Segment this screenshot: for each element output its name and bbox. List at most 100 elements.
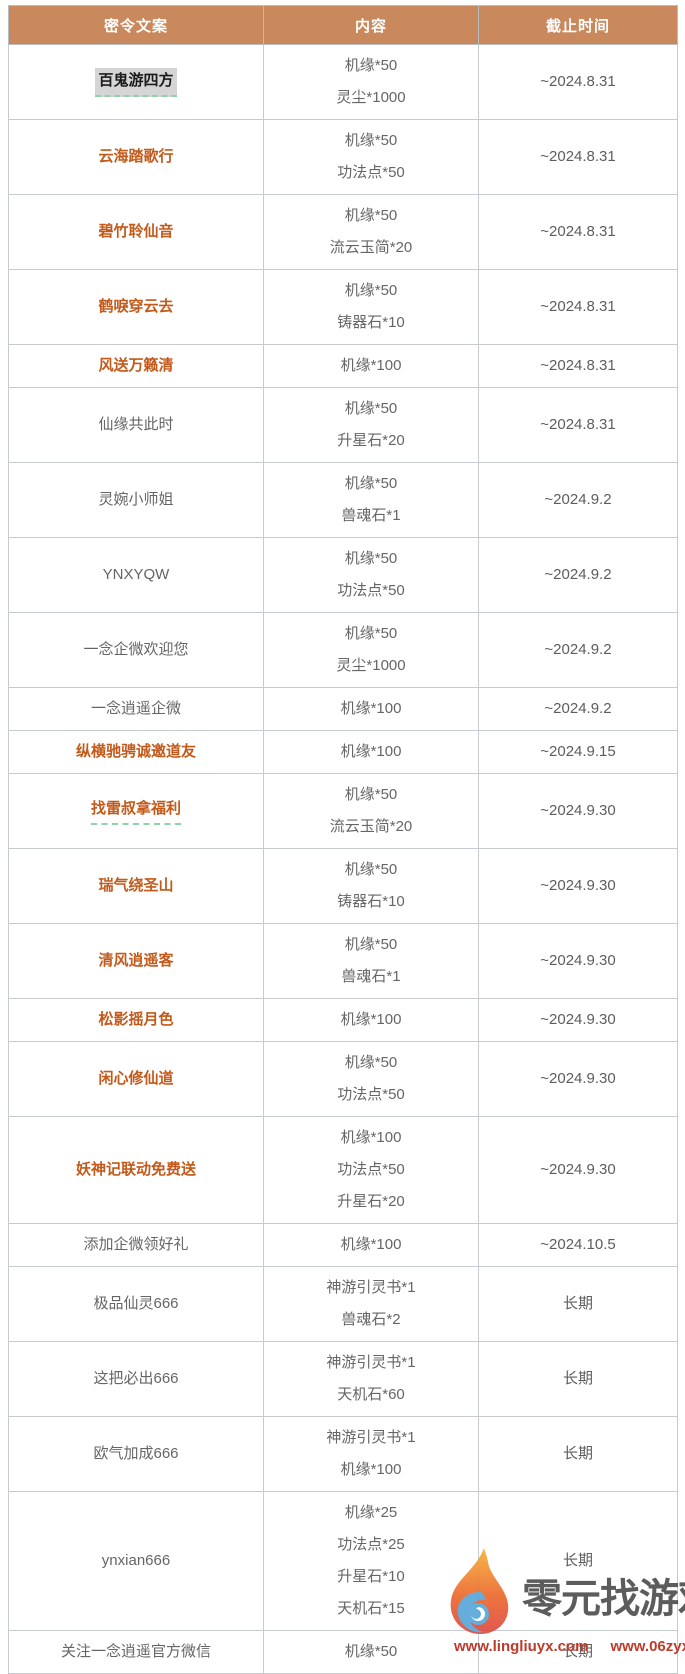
- code-cell: 鹤唳穿云去: [8, 269, 264, 345]
- table-row: 欧气加成666 神游引灵书*1 机缘*100 长期: [8, 1416, 678, 1492]
- reward-item: 机缘*100: [340, 1011, 402, 1028]
- reward-item: 机缘*25: [344, 1504, 398, 1521]
- table-row: 仙缘共此时 机缘*50 升星石*20 ~2024.8.31: [8, 387, 678, 463]
- content-cell: 机缘*100: [263, 730, 479, 774]
- code-text: 鹤唳穿云去: [98, 298, 174, 315]
- reward-item: 铸器石*10: [337, 314, 405, 331]
- reward-item: 灵尘*1000: [336, 89, 406, 106]
- table-row: 百鬼游四方 机缘*50 灵尘*1000 ~2024.8.31: [8, 44, 678, 120]
- deadline-text: ~2024.9.30: [540, 802, 616, 819]
- column-header-code: 密令文案: [8, 5, 264, 45]
- content-cell: 机缘*50 功法点*50: [263, 537, 479, 613]
- reward-item: 机缘*50: [344, 1643, 398, 1660]
- deadline-text: ~2024.9.2: [544, 700, 612, 717]
- content-cell: 机缘*50: [263, 1630, 479, 1674]
- reward-item: 升星石*10: [337, 1568, 405, 1585]
- reward-item: 兽魂石*1: [341, 968, 401, 985]
- deadline-cell: ~2024.9.2: [478, 462, 678, 538]
- table-row: 灵婉小师姐 机缘*50 兽魂石*1 ~2024.9.2: [8, 462, 678, 538]
- code-cell: 极品仙灵666: [8, 1266, 264, 1342]
- deadline-text: ~2024.8.31: [540, 298, 616, 315]
- code-cell: 关注一念逍遥官方微信: [8, 1630, 264, 1674]
- deadline-text: ~2024.9.2: [544, 641, 612, 658]
- table-row: 极品仙灵666 神游引灵书*1 兽魂石*2 长期: [8, 1266, 678, 1342]
- reward-item: 机缘*50: [344, 207, 398, 224]
- code-text: 仙缘共此时: [98, 416, 174, 433]
- deadline-text: ~2024.9.30: [540, 1070, 616, 1087]
- reward-item: 功法点*50: [337, 164, 405, 181]
- reward-item: 机缘*50: [344, 786, 398, 803]
- deadline-text: 长期: [562, 1552, 593, 1569]
- deadline-text: ~2024.9.30: [540, 1161, 616, 1178]
- code-cell: 妖神记联动免费送: [8, 1116, 264, 1224]
- table-row: 闲心修仙道 机缘*50 功法点*50 ~2024.9.30: [8, 1041, 678, 1117]
- reward-item: 天机石*15: [337, 1600, 405, 1617]
- table-row: 松影摇月色 机缘*100 ~2024.9.30: [8, 998, 678, 1042]
- deadline-cell: ~2024.8.31: [478, 269, 678, 345]
- deadline-cell: ~2024.8.31: [478, 44, 678, 120]
- code-cell: YNXYQW: [8, 537, 264, 613]
- code-text[interactable]: 找雷叔拿福利: [90, 798, 181, 825]
- deadline-text: 长期: [562, 1370, 593, 1387]
- deadline-cell: ~2024.8.31: [478, 387, 678, 463]
- table-row: 妖神记联动免费送 机缘*100 功法点*50 升星石*20 ~2024.9.30: [8, 1116, 678, 1224]
- content-cell: 机缘*50 流云玉简*20: [263, 194, 479, 270]
- deadline-cell: ~2024.8.31: [478, 344, 678, 388]
- deadline-cell: 长期: [478, 1266, 678, 1342]
- content-cell: 机缘*50 升星石*20: [263, 387, 479, 463]
- reward-item: 神游引灵书*1: [326, 1354, 416, 1371]
- table-row: 清风逍遥客 机缘*50 兽魂石*1 ~2024.9.30: [8, 923, 678, 999]
- code-text: 添加企微领好礼: [83, 1236, 189, 1253]
- deadline-text: ~2024.8.31: [540, 148, 616, 165]
- table-row: 关注一念逍遥官方微信 机缘*50 长期: [8, 1630, 678, 1674]
- code-cell: 百鬼游四方: [8, 44, 264, 120]
- reward-item: 机缘*100: [340, 1461, 402, 1478]
- deadline-cell: 长期: [478, 1416, 678, 1492]
- code-text: 风送万籁清: [98, 357, 174, 374]
- deadline-text: ~2024.8.31: [540, 357, 616, 374]
- code-text: 灵婉小师姐: [98, 491, 174, 508]
- content-cell: 机缘*50 铸器石*10: [263, 269, 479, 345]
- deadline-text: ~2024.9.30: [540, 877, 616, 894]
- table-row: YNXYQW 机缘*50 功法点*50 ~2024.9.2: [8, 537, 678, 613]
- deadline-cell: ~2024.9.30: [478, 923, 678, 999]
- reward-item: 机缘*50: [344, 400, 398, 417]
- code-text: 瑞气绕圣山: [98, 877, 174, 894]
- content-cell: 机缘*25 功法点*25 升星石*10 天机石*15: [263, 1491, 479, 1631]
- column-header-deadline: 截止时间: [478, 5, 678, 45]
- table-row: 瑞气绕圣山 机缘*50 铸器石*10 ~2024.9.30: [8, 848, 678, 924]
- table-row: 云海踏歌行 机缘*50 功法点*50 ~2024.8.31: [8, 119, 678, 195]
- code-cell: 云海踏歌行: [8, 119, 264, 195]
- table-row: 一念企微欢迎您 机缘*50 灵尘*1000 ~2024.9.2: [8, 612, 678, 688]
- reward-item: 机缘*50: [344, 936, 398, 953]
- deadline-cell: ~2024.10.5: [478, 1223, 678, 1267]
- deadline-cell: ~2024.8.31: [478, 119, 678, 195]
- code-cell: 风送万籁清: [8, 344, 264, 388]
- gift-code-table-wrap: 密令文案 内容 截止时间 百鬼游四方 机缘*50 灵尘*1000 ~2024.8.31…: [8, 5, 678, 1674]
- content-cell: 机缘*50 流云玉简*20: [263, 773, 479, 849]
- code-text: 妖神记联动免费送: [75, 1161, 196, 1178]
- reward-item: 机缘*50: [344, 1054, 398, 1071]
- code-text: 欧气加成666: [93, 1445, 179, 1462]
- reward-item: 神游引灵书*1: [326, 1429, 416, 1446]
- code-text: YNXYQW: [102, 566, 170, 583]
- code-cell: 仙缘共此时: [8, 387, 264, 463]
- reward-item: 功法点*50: [337, 1161, 405, 1178]
- content-cell: 机缘*50 兽魂石*1: [263, 923, 479, 999]
- content-cell: 机缘*100: [263, 344, 479, 388]
- code-text: 关注一念逍遥官方微信: [60, 1643, 211, 1660]
- deadline-cell: ~2024.9.2: [478, 537, 678, 613]
- deadline-text: 长期: [562, 1445, 593, 1462]
- reward-item: 天机石*60: [337, 1386, 405, 1403]
- table-row: 碧竹聆仙音 机缘*50 流云玉简*20 ~2024.8.31: [8, 194, 678, 270]
- table-row: 添加企微领好礼 机缘*100 ~2024.10.5: [8, 1223, 678, 1267]
- content-cell: 机缘*50 功法点*50: [263, 1041, 479, 1117]
- deadline-text: ~2024.9.30: [540, 952, 616, 969]
- deadline-text: ~2024.8.31: [540, 223, 616, 240]
- deadline-cell: ~2024.9.15: [478, 730, 678, 774]
- table-row: 这把必出666 神游引灵书*1 天机石*60 长期: [8, 1341, 678, 1417]
- code-text[interactable]: 百鬼游四方: [95, 67, 177, 97]
- deadline-text: ~2024.10.5: [540, 1236, 616, 1253]
- content-cell: 机缘*100 功法点*50 升星石*20: [263, 1116, 479, 1224]
- code-cell: 闲心修仙道: [8, 1041, 264, 1117]
